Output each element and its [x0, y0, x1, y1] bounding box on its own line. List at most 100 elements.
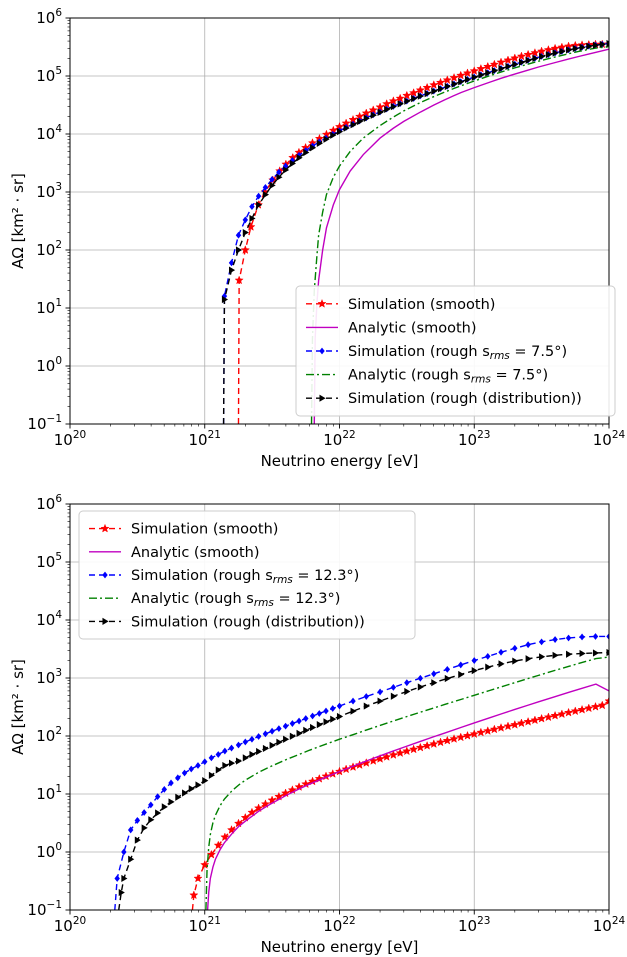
legend-marker-4	[102, 617, 109, 625]
series-point-0	[604, 696, 609, 706]
series-point-0	[408, 744, 419, 754]
x-tick-label: 1020	[54, 429, 86, 449]
series-point-2	[485, 652, 491, 660]
x-tick-label: 1023	[458, 429, 490, 449]
x-axis-label: Neutrino energy [eV]	[261, 938, 419, 956]
series-point-0	[483, 726, 493, 735]
series-point-0	[570, 706, 580, 716]
y-tick-label: 101	[36, 783, 62, 803]
series-point-4	[310, 723, 317, 732]
series-point-4	[417, 683, 424, 691]
series-point-0	[496, 722, 506, 732]
series-point-4	[155, 809, 162, 817]
series-point-4	[417, 92, 424, 100]
series-point-2	[552, 636, 558, 643]
series-point-4	[303, 148, 310, 157]
series-point-0	[321, 771, 331, 781]
series-point-2	[235, 231, 242, 239]
series-point-0	[220, 832, 230, 842]
series-point-2	[114, 875, 120, 882]
series-point-4	[552, 651, 559, 659]
series-point-4	[235, 757, 243, 765]
y-tick-label: 104	[36, 123, 62, 143]
series-point-2	[579, 633, 585, 641]
series-point-4	[471, 73, 478, 81]
series-point-4	[283, 166, 290, 174]
legend-marker-4	[319, 394, 326, 402]
series-point-4	[498, 660, 505, 668]
series-point-2	[215, 751, 221, 758]
series-point-4	[539, 52, 546, 61]
legend-label-3: Analytic (rough srms = 7.5°)	[348, 368, 548, 386]
series-point-0	[260, 799, 271, 809]
series-point-4	[262, 191, 270, 199]
series-point-2	[289, 720, 296, 727]
series-point-0	[274, 791, 284, 801]
series-point-0	[563, 707, 574, 717]
legend-label-1: Analytic (smooth)	[131, 545, 260, 561]
y-tick-label: 105	[36, 65, 62, 85]
series-point-4	[195, 781, 202, 789]
series-point-0	[503, 55, 513, 65]
y-tick-label: 104	[36, 609, 62, 629]
y-axis-label: AΩ [km² · sr]	[9, 173, 27, 269]
series-point-4	[606, 648, 609, 657]
series-point-0	[247, 807, 257, 817]
series-group	[221, 39, 609, 424]
series-point-4	[118, 888, 125, 897]
series-point-0	[442, 735, 452, 745]
legend-marker-2	[319, 347, 325, 355]
series-point-2	[296, 151, 302, 159]
series-point-0	[253, 803, 264, 813]
series-point-2	[228, 744, 235, 752]
y-tick-label: 106	[36, 493, 62, 513]
series-point-0	[516, 718, 527, 728]
series-point-2	[363, 693, 369, 700]
series-point-4	[404, 97, 411, 105]
series-point-0	[476, 63, 486, 73]
series-point-2	[168, 779, 174, 787]
series-point-4	[518, 58, 526, 66]
series-point-0	[590, 701, 601, 711]
series-point-4	[559, 47, 566, 56]
series-point-2	[208, 754, 215, 762]
legend-label-4: Simulation (rough (distribution))	[348, 391, 582, 407]
series-point-4	[289, 159, 296, 168]
series-point-4	[316, 721, 323, 729]
legend-box	[78, 510, 416, 640]
series-line-3	[205, 656, 609, 910]
series-point-4	[357, 117, 364, 126]
series-point-4	[485, 69, 492, 77]
series-point-2	[525, 641, 531, 649]
series-point-4	[242, 754, 249, 762]
series-point-2	[255, 192, 262, 200]
series-point-4	[390, 103, 397, 111]
series-point-4	[323, 135, 330, 143]
series-point-0	[415, 742, 425, 752]
x-tick-label: 1021	[189, 429, 221, 449]
series-point-4	[276, 738, 283, 746]
series-point-4	[545, 51, 552, 59]
series-point-2	[296, 717, 302, 725]
series-line-1	[206, 683, 609, 910]
series-point-0	[395, 748, 405, 758]
series-point-2	[121, 848, 127, 856]
series-point-4	[228, 759, 236, 767]
series-point-4	[221, 295, 229, 304]
series-point-4	[316, 139, 323, 147]
series-point-0	[584, 703, 594, 713]
series-point-4	[336, 712, 344, 721]
series-point-2	[148, 801, 154, 809]
plot-frame	[69, 17, 610, 425]
series-point-4	[599, 40, 606, 48]
x-tick-label: 1022	[323, 429, 355, 449]
x-tick-label: 1023	[458, 915, 490, 935]
series-point-4	[404, 687, 411, 696]
series-point-0	[516, 51, 527, 61]
series-point-2	[303, 715, 309, 722]
series-point-2	[538, 638, 545, 646]
series-point-4	[249, 750, 256, 759]
series-point-2	[134, 817, 141, 824]
series-point-2	[175, 774, 181, 782]
